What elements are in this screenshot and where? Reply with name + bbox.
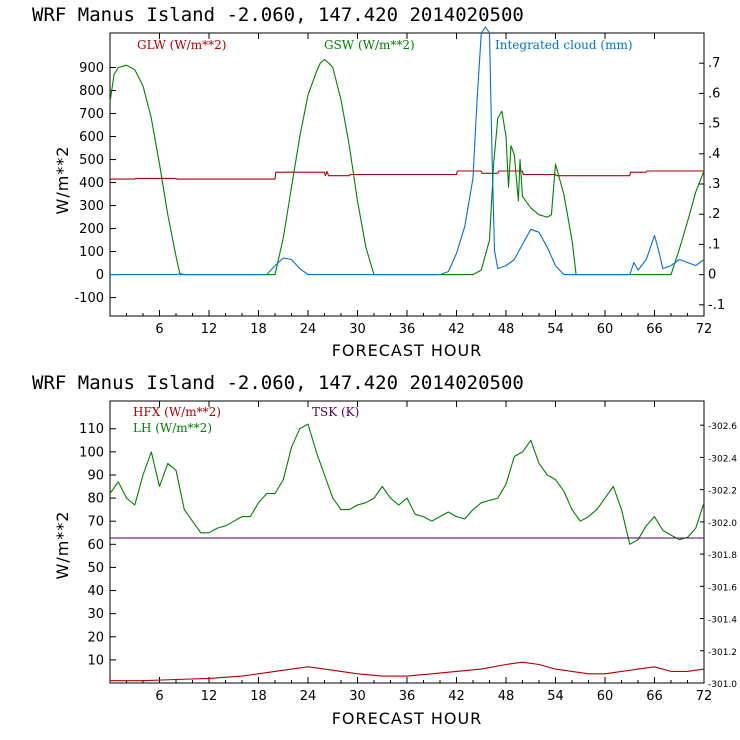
y2-tick-label: .2 bbox=[708, 207, 720, 222]
x-tick-label: 42 bbox=[448, 322, 465, 337]
series-line-0 bbox=[110, 170, 704, 180]
legend-glw: GLW (W/m**2) bbox=[137, 38, 226, 52]
y-tick-label: 10 bbox=[87, 653, 104, 668]
y-tick-label: 500 bbox=[79, 153, 104, 168]
y-tick-label: 100 bbox=[79, 445, 104, 460]
y-tick-label: 400 bbox=[79, 176, 104, 191]
series-line-2 bbox=[110, 26, 705, 276]
x-tick-label: 48 bbox=[498, 689, 515, 704]
y-tick-label: 50 bbox=[87, 561, 104, 576]
y-tick-label: -100 bbox=[74, 291, 104, 306]
radiation-cloud-panel: WRF Manus Island -2.060, 147.420 2014020… bbox=[32, 4, 725, 360]
series-lines bbox=[109, 26, 705, 276]
y2-tick-label: -.1 bbox=[708, 298, 725, 313]
legend-lh: LH (W/m**2) bbox=[133, 421, 212, 435]
x-tick-label: 60 bbox=[597, 322, 614, 337]
y-tick-label: 800 bbox=[79, 84, 104, 99]
y2-tick-label: 0 bbox=[708, 268, 716, 283]
right-y-axis-ticks: -301.0 -301.2 -301.4 -301.6 -301.8 -302.0 -302… bbox=[700, 422, 737, 690]
x-axis-ticks: 6 12 18 24 30 36 42 48 54 60 66 72 bbox=[126, 401, 713, 704]
x-tick-label: 24 bbox=[300, 322, 317, 337]
x-tick-label: 72 bbox=[696, 689, 713, 704]
y-tick-label: 300 bbox=[79, 199, 104, 214]
x-tick-label: 36 bbox=[399, 322, 416, 337]
y2-tick-label: .3 bbox=[708, 177, 720, 192]
x-tick-label: 36 bbox=[399, 689, 416, 704]
x-tick-label: 18 bbox=[250, 322, 267, 337]
left-y-axis-ticks: -100 0 100 200 300 400 500 600 700 800 900 bbox=[74, 61, 116, 306]
y-tick-label: 30 bbox=[87, 607, 104, 622]
y2-tick-label: -301.2 bbox=[708, 648, 737, 658]
x-tick-label: 54 bbox=[547, 689, 564, 704]
x-axis-ticks: 6 12 18 24 30 36 42 48 54 60 66 72 bbox=[126, 33, 713, 337]
x-tick-label: 24 bbox=[300, 689, 317, 704]
left-y-axis-ticks: 10 20 30 40 50 60 70 80 90 100 110 bbox=[79, 422, 116, 668]
series-lines bbox=[109, 423, 705, 682]
x-tick-label: 12 bbox=[201, 689, 218, 704]
y-tick-label: 110 bbox=[79, 422, 104, 437]
x-tick-label: 12 bbox=[201, 322, 218, 337]
flux-tsk-panel: WRF Manus Island -2.060, 147.420 2014020… bbox=[32, 372, 737, 728]
y2-tick-label: -301.8 bbox=[708, 551, 737, 561]
y-tick-label: 200 bbox=[79, 222, 104, 237]
y2-tick-label: -302.0 bbox=[708, 519, 737, 529]
panel-title: WRF Manus Island -2.060, 147.420 2014020… bbox=[32, 4, 524, 26]
y2-tick-label: -301.6 bbox=[708, 583, 737, 593]
x-tick-label: 6 bbox=[155, 689, 163, 704]
x-tick-label: 66 bbox=[646, 322, 663, 337]
y2-tick-label: -302.4 bbox=[708, 454, 737, 464]
y-tick-label: 70 bbox=[87, 515, 104, 530]
x-tick-label: 48 bbox=[498, 322, 515, 337]
x-axis-label: FORECAST HOUR bbox=[332, 709, 483, 728]
series-line-0 bbox=[110, 661, 705, 682]
y-tick-label: 80 bbox=[87, 492, 104, 507]
legend-tsk: TSK (K) bbox=[312, 405, 359, 419]
y-tick-label: 100 bbox=[79, 245, 104, 260]
x-tick-label: 42 bbox=[448, 689, 465, 704]
x-tick-label: 18 bbox=[250, 689, 267, 704]
y-axis-label: W/m**2 bbox=[53, 511, 72, 580]
legend-gsw: GSW (W/m**2) bbox=[324, 38, 415, 52]
y2-tick-label: -302.6 bbox=[708, 422, 737, 432]
x-tick-label: 30 bbox=[349, 322, 366, 337]
y2-tick-label: .6 bbox=[708, 86, 720, 101]
y2-tick-label: -301.4 bbox=[708, 616, 737, 626]
plot-frame bbox=[109, 400, 705, 684]
series-line-1 bbox=[109, 423, 705, 545]
y2-tick-label: -302.2 bbox=[708, 487, 737, 497]
x-axis-label: FORECAST HOUR bbox=[332, 341, 483, 360]
x-tick-label: 72 bbox=[696, 322, 713, 337]
y2-tick-label: .1 bbox=[708, 237, 720, 252]
y-tick-label: 40 bbox=[87, 584, 104, 599]
y-tick-label: 90 bbox=[87, 468, 104, 483]
right-y-axis-ticks: -.1 0 .1 .2 .3 .4 .5 .6 .7 bbox=[699, 56, 725, 313]
legend-integrated-cloud: Integrated cloud (mm) bbox=[495, 38, 633, 52]
y2-tick-label: -301.0 bbox=[708, 680, 737, 690]
x-tick-label: 30 bbox=[349, 689, 366, 704]
panel-title: WRF Manus Island -2.060, 147.420 2014020… bbox=[32, 372, 524, 394]
y-tick-label: 20 bbox=[87, 630, 104, 645]
y-tick-label: 700 bbox=[79, 107, 104, 122]
series-line-1 bbox=[109, 58, 705, 276]
x-tick-label: 60 bbox=[597, 689, 614, 704]
x-tick-label: 66 bbox=[646, 689, 663, 704]
y-tick-label: 0 bbox=[96, 268, 104, 283]
y2-tick-label: .5 bbox=[708, 117, 720, 132]
x-tick-label: 6 bbox=[155, 322, 163, 337]
y-tick-label: 600 bbox=[79, 130, 104, 145]
x-tick-label: 54 bbox=[547, 322, 564, 337]
y2-tick-label: .7 bbox=[708, 56, 720, 71]
y2-tick-label: .4 bbox=[708, 147, 720, 162]
y-axis-label: W/m**2 bbox=[53, 146, 72, 215]
legend-hfx: HFX (W/m**2) bbox=[133, 405, 221, 419]
y-tick-label: 60 bbox=[87, 538, 104, 553]
y-tick-label: 900 bbox=[79, 61, 104, 76]
